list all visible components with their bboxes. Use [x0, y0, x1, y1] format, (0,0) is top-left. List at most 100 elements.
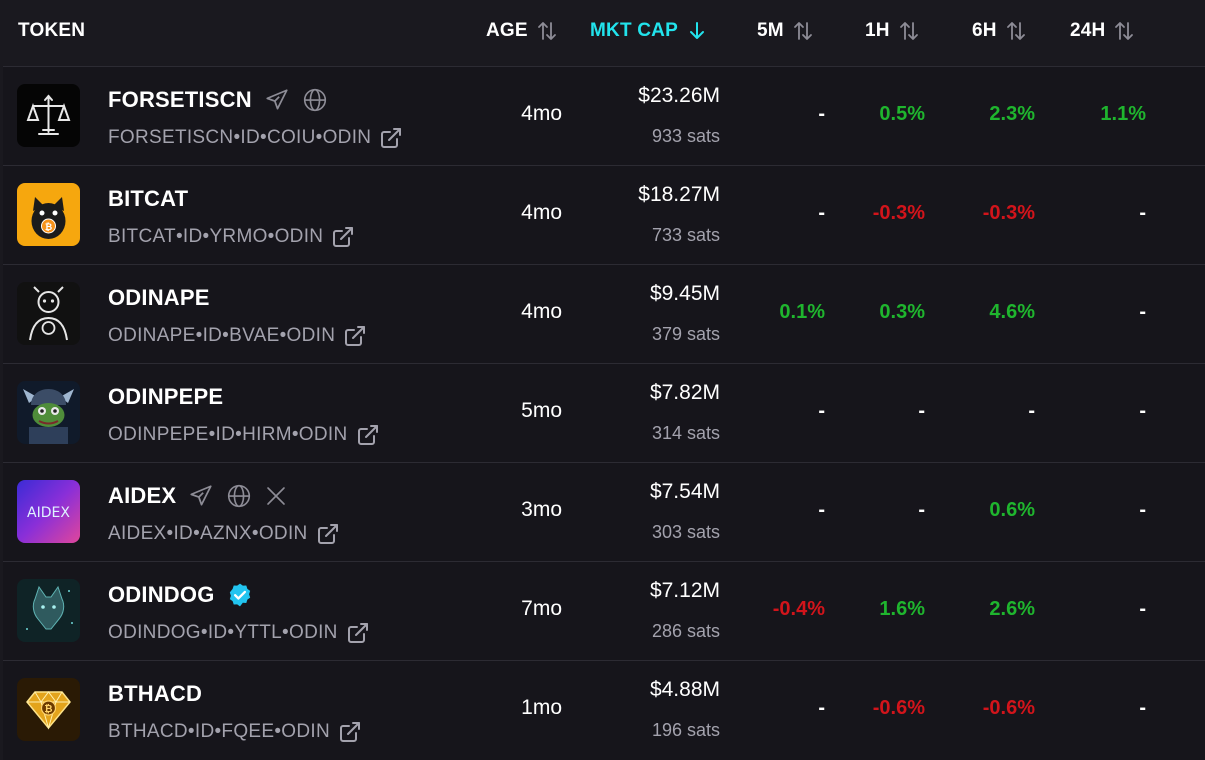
token-age: 4mo — [521, 201, 562, 224]
external-link-icon[interactable] — [356, 423, 380, 447]
price-sats: 286 sats — [651, 621, 720, 641]
external-link-icon[interactable] — [343, 324, 367, 348]
token-age: 1mo — [521, 696, 562, 719]
token-name-line: ODINAPE — [108, 283, 210, 313]
column-header-5m-label: 5M — [757, 20, 784, 41]
ticker-line: BTHACD•ID•FQEE•ODIN — [108, 717, 362, 747]
market-cap-value: $7.82M — [649, 381, 720, 404]
change-5m: - — [818, 499, 825, 521]
table-row[interactable]: ₿ BTHACD BTHACD•ID•FQEE•ODIN 1mo $4.88M … — [3, 660, 1205, 759]
table-row[interactable]: ODINAPE ODINAPE•ID•BVAE•ODIN 4mo $9.45M … — [3, 264, 1205, 363]
token-name[interactable]: BTHACD — [108, 681, 203, 706]
token-logo-odinape — [17, 282, 80, 345]
change-1h: -0.6% — [872, 697, 925, 719]
telegram-icon[interactable] — [264, 87, 290, 113]
sort-both-icon[interactable] — [897, 19, 921, 43]
column-header-1h-label: 1H — [865, 20, 890, 41]
change-24h: - — [1139, 499, 1146, 521]
sort-both-icon[interactable] — [791, 19, 815, 43]
token-name[interactable]: ODINDOG — [108, 582, 215, 607]
external-link-icon[interactable] — [331, 225, 355, 249]
market-cap-value: $4.88M — [649, 678, 720, 701]
market-cap-value: $7.54M — [649, 480, 720, 503]
table-row[interactable]: ODINPEPE ODINPEPE•ID•HIRM•ODIN 5mo $7.82… — [3, 363, 1205, 462]
x-icon[interactable] — [264, 484, 288, 508]
change-6h: 4.6% — [989, 301, 1035, 323]
column-header-24h[interactable]: 24H — [1070, 0, 1136, 62]
column-header-6h[interactable]: 6H — [972, 0, 1028, 62]
ticker-line: ODINAPE•ID•BVAE•ODIN — [108, 321, 367, 351]
token-age: 4mo — [521, 300, 562, 323]
sort-both-icon[interactable] — [1112, 19, 1136, 43]
sort-both-icon[interactable] — [535, 19, 559, 43]
column-header-age[interactable]: AGE — [486, 0, 559, 62]
globe-icon[interactable] — [302, 87, 328, 113]
table-row[interactable]: FORSETISCN FORSETISCN•ID•COIU•ODIN 4mo $… — [3, 66, 1205, 165]
token-table: FORSETISCN FORSETISCN•ID•COIU•ODIN 4mo $… — [3, 66, 1205, 760]
token-name[interactable]: ODINPEPE — [108, 384, 224, 409]
change-5m: 0.1% — [779, 301, 825, 323]
sort-desc-icon[interactable] — [685, 19, 709, 43]
price-sats: 196 sats — [651, 720, 720, 740]
token-name[interactable]: BITCAT — [108, 186, 189, 211]
token-logo-odindog — [17, 579, 80, 642]
price-sats: 733 sats — [651, 225, 720, 245]
token-ticker: AIDEX•ID•AZNX•ODIN — [108, 523, 308, 544]
table-row[interactable]: ODINDOG ODINDOG•ID•YTTL•ODIN 7mo $7.12M … — [3, 561, 1205, 660]
token-age: 3mo — [521, 498, 562, 521]
change-5m: - — [818, 697, 825, 719]
change-1h: -0.3% — [872, 202, 925, 224]
change-1h: 1.6% — [879, 598, 925, 620]
change-6h: - — [1028, 400, 1035, 422]
token-name-line: AIDEX — [108, 481, 288, 511]
token-ticker: BTHACD•ID•FQEE•ODIN — [108, 721, 331, 742]
token-logo-aidex: AIDEX — [17, 480, 80, 543]
change-1h: - — [918, 499, 925, 521]
ticker-line: AIDEX•ID•AZNX•ODIN — [108, 519, 340, 549]
token-age: 4mo — [521, 102, 562, 125]
sort-both-icon[interactable] — [1004, 19, 1028, 43]
market-cap-value: $7.12M — [649, 579, 720, 602]
token-name[interactable]: ODINAPE — [108, 285, 210, 310]
table-row[interactable]: AIDEX AIDEX AIDEX•ID•AZNX•ODIN 3mo $7.54… — [3, 462, 1205, 561]
change-5m: - — [818, 103, 825, 125]
market-cap-value: $18.27M — [638, 183, 720, 206]
token-ticker: ODINDOG•ID•YTTL•ODIN — [108, 622, 338, 643]
svg-text:₿: ₿ — [45, 222, 52, 233]
external-link-icon[interactable] — [379, 126, 403, 150]
external-link-icon[interactable] — [338, 720, 362, 744]
change-5m: - — [818, 400, 825, 422]
ticker-line: ODINDOG•ID•YTTL•ODIN — [108, 618, 370, 648]
market-cap-value: $23.26M — [638, 84, 720, 107]
change-6h: 0.6% — [989, 499, 1035, 521]
external-link-icon[interactable] — [346, 621, 370, 645]
globe-icon[interactable] — [226, 483, 252, 509]
token-name[interactable]: AIDEX — [108, 483, 177, 508]
telegram-icon[interactable] — [188, 483, 214, 509]
column-header-6h-label: 6H — [972, 20, 997, 41]
external-link-icon[interactable] — [316, 522, 340, 546]
column-header-mkt-cap[interactable]: MKT CAP — [590, 0, 709, 62]
token-logo-bitcat: ₿ — [17, 183, 80, 246]
change-5m: - — [818, 202, 825, 224]
table-row[interactable]: ₿ BITCAT BITCAT•ID•YRMO•ODIN 4mo $18.27M… — [3, 165, 1205, 264]
svg-text:₿: ₿ — [44, 703, 52, 715]
verified-badge-icon — [227, 582, 253, 608]
column-header-age-label: AGE — [486, 20, 528, 41]
column-header-mkt-cap-label: MKT CAP — [590, 20, 678, 41]
column-header-5m[interactable]: 5M — [757, 0, 815, 62]
column-header-1h[interactable]: 1H — [865, 0, 921, 62]
change-6h: -0.3% — [982, 202, 1035, 224]
svg-text:AIDEX: AIDEX — [27, 505, 70, 521]
change-24h: 1.1% — [1100, 103, 1146, 125]
token-name[interactable]: FORSETISCN — [108, 87, 252, 112]
change-6h: 2.6% — [989, 598, 1035, 620]
token-logo-forsetiscn — [17, 84, 80, 147]
change-24h: - — [1139, 400, 1146, 422]
market-cap-value: $9.45M — [649, 282, 720, 305]
table-header: TOKEN AGE MKT CAP 5M 1H 6H 24H — [0, 0, 1205, 66]
token-age: 7mo — [521, 597, 562, 620]
ticker-line: FORSETISCN•ID•COIU•ODIN — [108, 123, 403, 153]
price-sats: 314 sats — [651, 423, 720, 443]
change-24h: - — [1139, 697, 1146, 719]
